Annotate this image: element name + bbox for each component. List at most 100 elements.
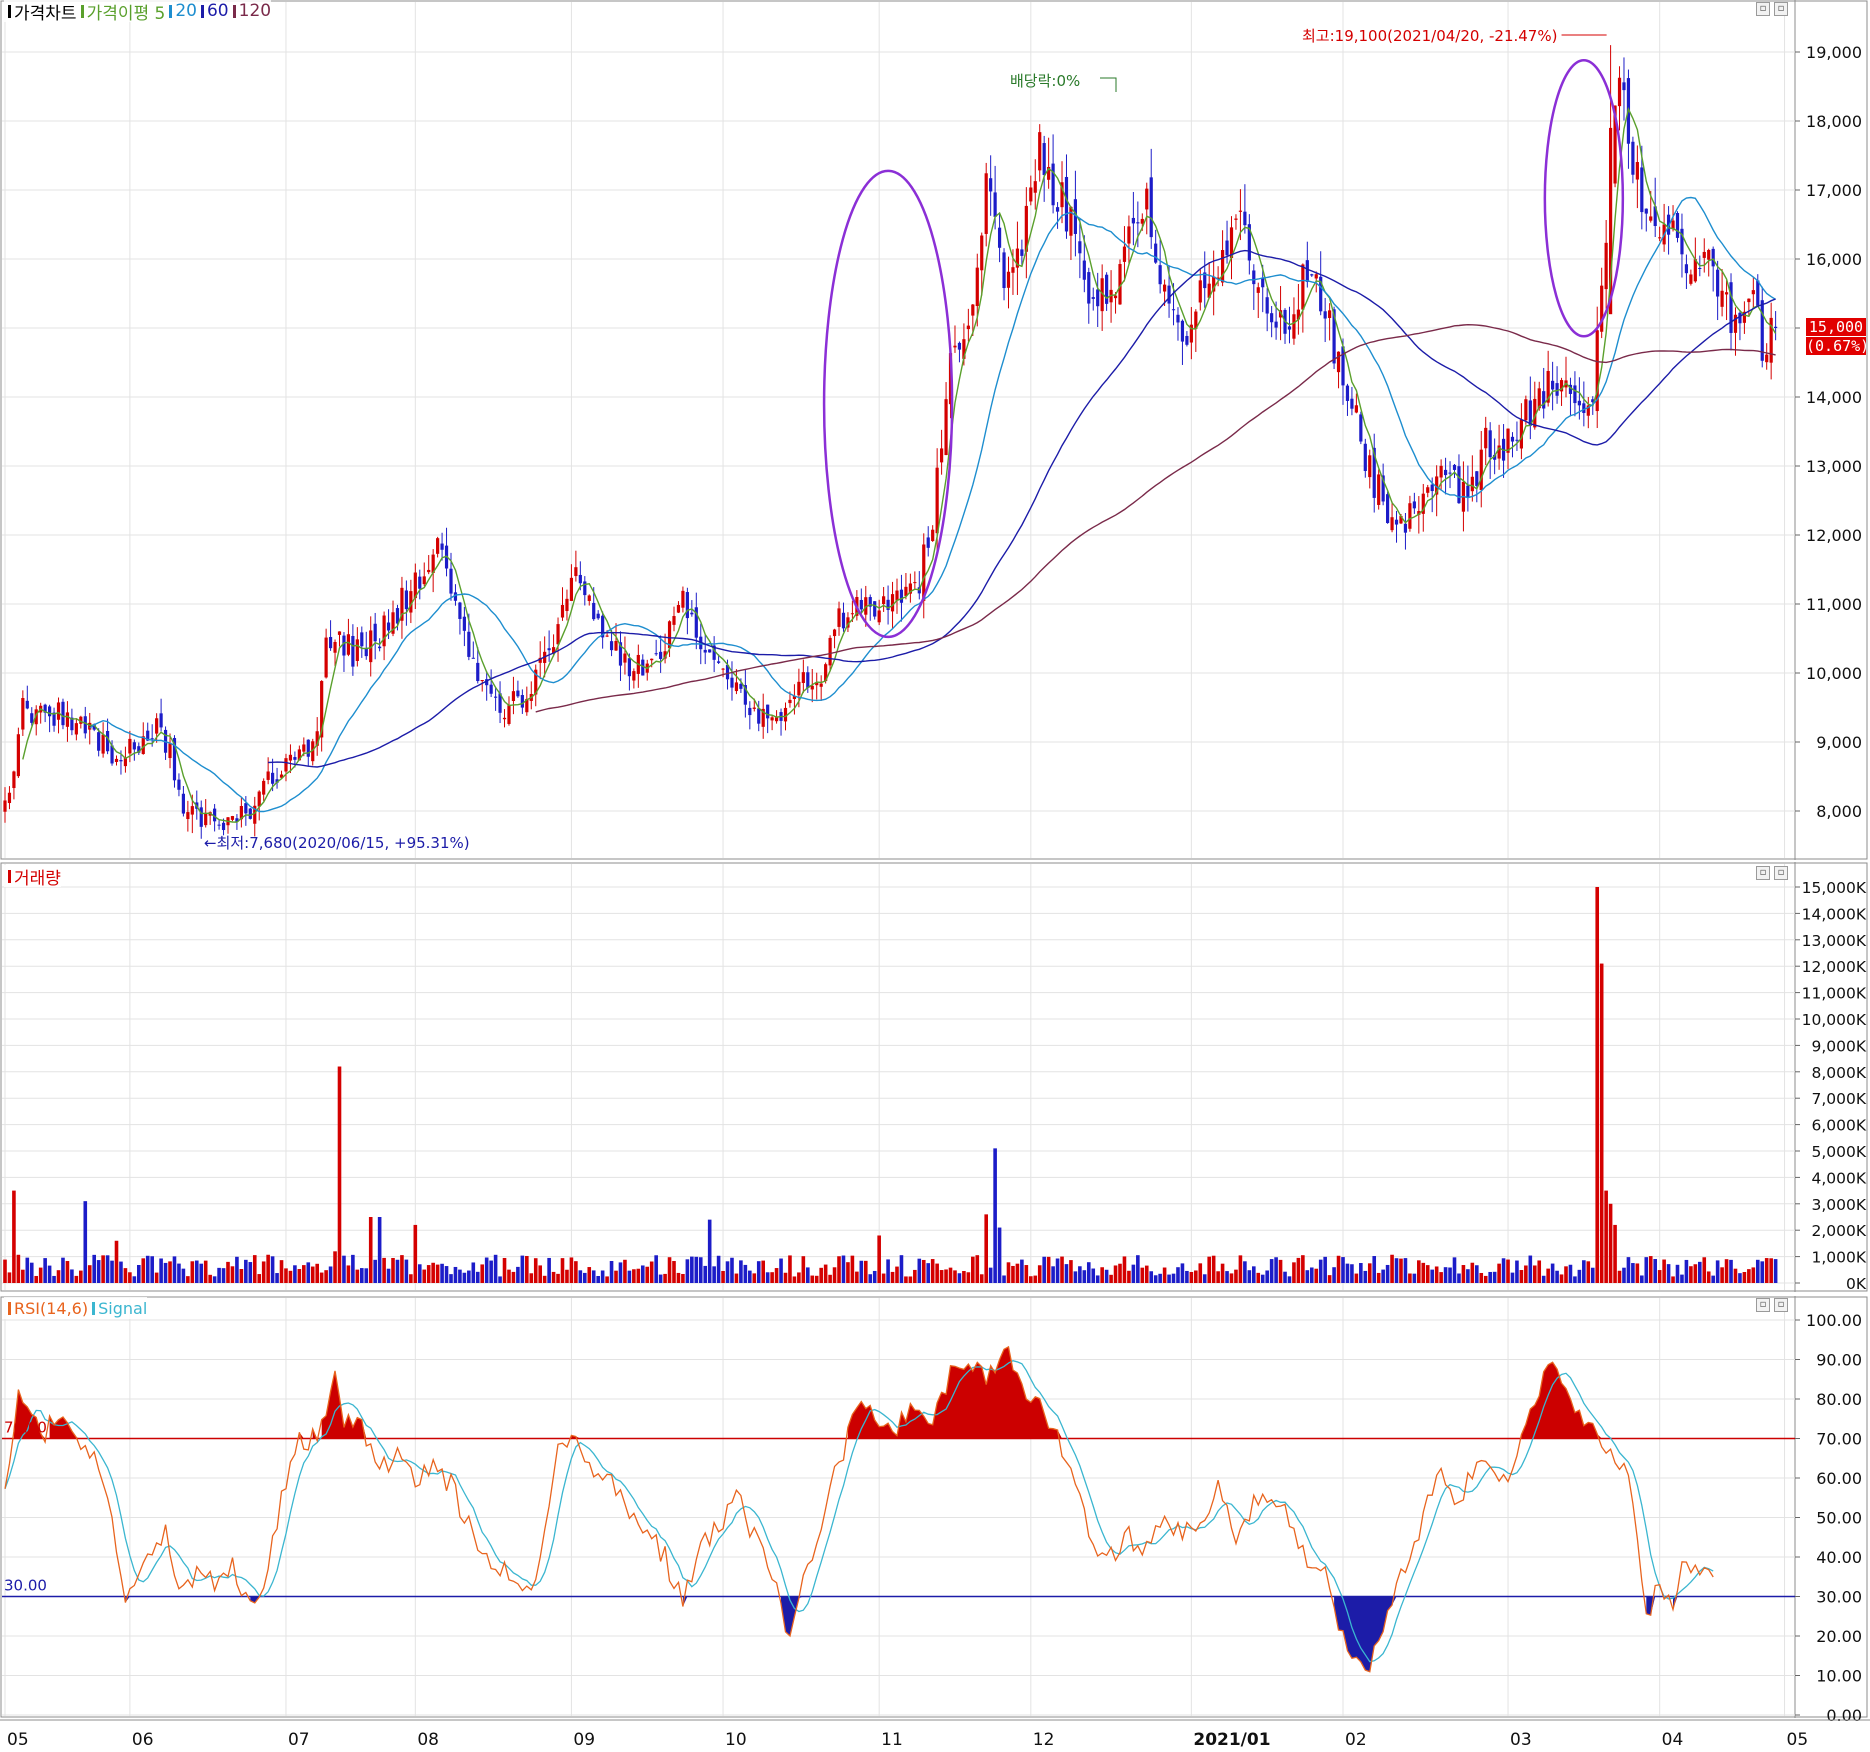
candle-body-up (877, 610, 881, 623)
candle (1047, 137, 1051, 189)
candle-body-up (587, 595, 591, 601)
candle (819, 675, 823, 701)
volume-bar (886, 1259, 890, 1283)
candle-body-down (1591, 399, 1595, 403)
candle (877, 599, 881, 626)
volume-bar (850, 1255, 855, 1283)
volume-bar (435, 1264, 440, 1283)
legend-marker (92, 1301, 96, 1315)
legend-volume[interactable]: 거래량 (14, 868, 61, 889)
legend-ma60[interactable]: 60 (206, 1, 229, 21)
candle (1145, 182, 1149, 235)
legend-signal[interactable]: Signal (98, 1298, 148, 1318)
volume-bar (1519, 1270, 1524, 1283)
volume-bar (373, 1259, 377, 1283)
candle (953, 325, 957, 353)
candle-body-up (168, 743, 172, 759)
candle (409, 579, 413, 624)
pane-border (0, 862, 1868, 1292)
candle-body-down (618, 642, 623, 666)
candle-body-up (123, 757, 128, 767)
volume-bar (208, 1274, 212, 1283)
ma60-line (268, 249, 1776, 768)
volume-bar (863, 1260, 868, 1283)
candle (1452, 463, 1457, 478)
candle (333, 639, 337, 666)
volume-bar (221, 1268, 226, 1283)
candle (177, 773, 181, 797)
candle (48, 704, 52, 733)
volume-bar (1381, 1269, 1385, 1283)
legend-marker (80, 4, 84, 18)
y-tick-label: 2,000K (1811, 1222, 1866, 1240)
candle (703, 634, 707, 665)
volume-bar (828, 1274, 832, 1283)
volume-bar (1069, 1260, 1073, 1283)
pane-minimize-button[interactable]: ▫ (1756, 1298, 1770, 1312)
legend-ma120[interactable]: 120 (238, 1, 272, 21)
volume-bar (770, 1272, 774, 1283)
volume-bar (1046, 1256, 1051, 1283)
pane-minimize-button[interactable]: ▫ (1756, 866, 1770, 880)
volume-bar (698, 1257, 703, 1283)
volume-bar (636, 1268, 641, 1283)
volume-bar (177, 1263, 181, 1283)
candle-body-up (400, 587, 404, 621)
candle (30, 707, 34, 726)
volume-bar (1626, 1257, 1631, 1283)
candle-body-up (1212, 276, 1216, 292)
candle (770, 715, 774, 731)
volume-bar (511, 1271, 516, 1283)
candle (462, 606, 466, 647)
volume-bar (1292, 1262, 1296, 1283)
candle-body-up (302, 744, 306, 752)
pane-close-button[interactable]: ▫ (1774, 2, 1788, 16)
volume-bar (547, 1257, 551, 1283)
volume-bar (141, 1258, 146, 1283)
candle-body-up (128, 738, 132, 754)
candle-body-up (864, 597, 868, 615)
candle-body-down (105, 730, 110, 752)
x-tick-label: 03 (1510, 1730, 1532, 1750)
candle (1644, 208, 1648, 232)
candle (1506, 428, 1510, 470)
candle-body-down (1698, 267, 1702, 269)
rsi-lower-label: 30.00 (4, 1577, 47, 1595)
volume-bar (360, 1268, 364, 1283)
legend-marker (200, 4, 204, 18)
legend-rsi[interactable]: RSI(14,6) (14, 1298, 89, 1318)
volume-bar (1350, 1264, 1354, 1283)
volume-bar (110, 1260, 114, 1283)
volume-bar (1475, 1265, 1479, 1283)
candle (940, 429, 944, 475)
volume-bar (293, 1265, 297, 1283)
pane-minimize-button[interactable]: ▫ (1756, 2, 1770, 16)
volume-bar (1011, 1265, 1015, 1283)
pane-close-button[interactable]: ▫ (1774, 1298, 1788, 1312)
candle-body-down (1064, 176, 1069, 232)
candle-body-down (1631, 141, 1635, 175)
candle-body-down (1225, 240, 1229, 256)
candle (1542, 367, 1546, 419)
candle-body-down (1243, 211, 1247, 226)
candle-body-down (1493, 454, 1497, 460)
pane-close-button[interactable]: ▫ (1774, 866, 1788, 880)
candle-body-down (489, 684, 493, 694)
y-tick-label: 12,000 (1806, 526, 1862, 545)
volume-bar (1341, 1257, 1345, 1283)
candle-body-up (953, 345, 957, 348)
y-tick-label: 18,000 (1806, 112, 1862, 131)
legend-ma20[interactable]: 20 (175, 1, 197, 21)
candle-body-up (186, 812, 190, 820)
candle (480, 679, 484, 692)
volume-bar (391, 1257, 395, 1283)
candle-body-down (1252, 270, 1256, 285)
volume-bar (1399, 1258, 1403, 1283)
legend-price-chart[interactable]: 가격차트 (14, 3, 77, 24)
rsi-oversold-fill (125, 1596, 1678, 1672)
candle-body-down (712, 645, 716, 660)
candle (873, 601, 877, 620)
legend-ma5[interactable]: 가격이평 5 (86, 3, 166, 24)
candle (520, 689, 524, 714)
